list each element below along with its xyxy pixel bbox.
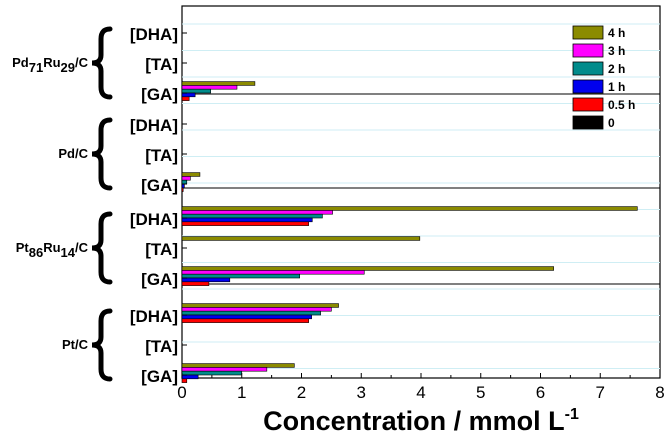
bar-0.5h-DHA <box>181 221 309 226</box>
catalyst-label: Pd/C <box>58 146 88 161</box>
product-label: [DHA] <box>130 210 178 229</box>
bar-2h-GA <box>181 370 243 376</box>
legend-swatch <box>572 79 604 94</box>
legend-label: 4 h <box>608 26 625 40</box>
x-tick-label: 4 <box>416 383 425 402</box>
x-tick-label: 8 <box>655 383 664 402</box>
catalyst-label: Pt/C <box>62 337 89 352</box>
x-tick-label: 7 <box>596 383 605 402</box>
legend-label: 3 h <box>608 44 625 58</box>
bar-4h-GA <box>181 81 256 86</box>
bar-4h-GA <box>181 363 295 368</box>
bar-1h-DHA <box>181 217 313 223</box>
x-tick-label: 2 <box>297 383 306 402</box>
product-label: [TA] <box>145 146 178 165</box>
legend: 4 h 3 h 2 h 1 h 0.5 h 0 <box>572 25 635 130</box>
catalyst-label: Pd71Ru29/C <box>12 55 89 75</box>
bar-3h-GA <box>181 85 238 90</box>
bar-0.5h-GA <box>181 187 184 192</box>
group-brace <box>91 211 113 285</box>
bar-2h-DHA <box>181 310 321 316</box>
group-brace <box>91 117 113 191</box>
bar-1h-GA <box>181 183 185 189</box>
product-label: [GA] <box>141 85 178 104</box>
product-label: [GA] <box>141 176 178 195</box>
x-axis-title: Concentration / mmol L-1 <box>263 406 579 436</box>
bar-3h-DHA <box>181 210 333 215</box>
bar-2h-GA <box>181 88 211 94</box>
product-label: [GA] <box>141 367 178 386</box>
bar-0.5h-DHA <box>181 318 309 323</box>
legend-label: 0.5 h <box>608 98 635 112</box>
bar-2h-DHA <box>181 213 323 219</box>
product-label: [DHA] <box>130 116 178 135</box>
group-brace <box>91 26 113 100</box>
product-label: [DHA] <box>130 307 178 326</box>
legend-swatch <box>572 25 604 40</box>
legend-swatch <box>572 61 604 76</box>
legend-label: 1 h <box>608 80 625 94</box>
bar-4h-DHA <box>181 206 638 211</box>
bar-0.5h-GA <box>181 281 210 286</box>
product-label: [DHA] <box>130 25 178 44</box>
x-tick-label: 0 <box>177 383 186 402</box>
bar-1h-GA <box>181 92 196 98</box>
bar-4h-DHA <box>181 303 339 308</box>
bar-0.5h-GA <box>181 378 188 383</box>
bar-0.5h-GA <box>181 96 190 101</box>
bar-1h-GA <box>181 374 199 380</box>
bar-4h-TA <box>181 236 421 241</box>
product-label: [GA] <box>141 270 178 289</box>
product-label: [TA] <box>145 55 178 74</box>
group-brace <box>91 308 113 382</box>
bar-4h-GA <box>181 266 554 271</box>
bar-3h-GA <box>181 367 268 372</box>
bar-3h-DHA <box>181 307 332 312</box>
bar-1h-DHA <box>181 314 312 320</box>
x-tick-label: 3 <box>357 383 366 402</box>
bar-2h-GA <box>181 273 301 279</box>
legend-swatch <box>572 97 604 112</box>
legend-label: 0 <box>608 116 615 130</box>
product-label: [TA] <box>145 337 178 356</box>
product-label: [TA] <box>145 240 178 259</box>
bar-3h-GA <box>181 270 365 275</box>
catalyst-label: Pt86Ru14/C <box>16 240 89 260</box>
bar-3h-GA <box>181 176 191 181</box>
legend-swatch <box>572 115 604 130</box>
bar-4h-GA <box>181 172 201 177</box>
legend-label: 2 h <box>608 62 625 76</box>
x-tick-label: 6 <box>536 383 545 402</box>
x-tick-label: 5 <box>476 383 485 402</box>
x-tick-label: 1 <box>237 383 246 402</box>
legend-swatch <box>572 43 604 58</box>
bar-1h-GA <box>181 277 231 283</box>
bars <box>181 81 638 383</box>
bar-2h-GA <box>181 179 188 185</box>
